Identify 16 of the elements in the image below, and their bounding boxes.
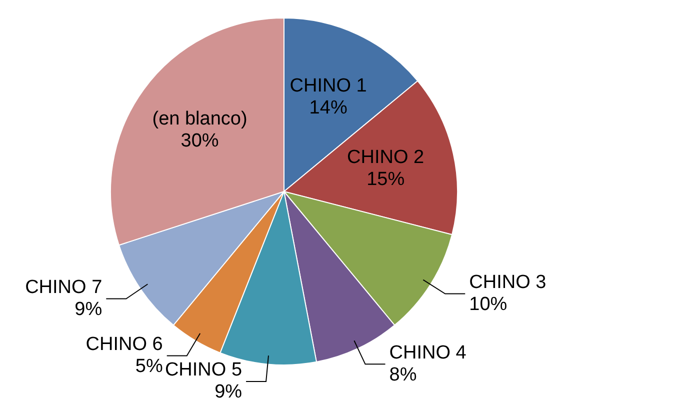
slice-label: CHINO 4 bbox=[389, 342, 467, 364]
slice-label: CHINO 5 bbox=[164, 360, 242, 381]
data-label: 30% bbox=[180, 130, 219, 152]
data-label: 14% bbox=[309, 98, 348, 119]
slice-label: CHINO 6 bbox=[86, 334, 163, 356]
slice-label: CHINO 7 bbox=[25, 277, 102, 298]
slice-label: (en blanco) bbox=[152, 108, 248, 130]
data-label: 8% bbox=[389, 364, 417, 386]
data-label: 9% bbox=[214, 382, 242, 403]
slice-label: CHINO 1 bbox=[290, 76, 367, 97]
data-label: 15% bbox=[366, 169, 405, 190]
data-label: 9% bbox=[74, 299, 102, 320]
data-label: 10% bbox=[469, 294, 508, 315]
slice-label: CHINO 3 bbox=[469, 272, 546, 293]
slice-label: CHINO 2 bbox=[347, 147, 424, 168]
data-label: 5% bbox=[135, 356, 163, 378]
